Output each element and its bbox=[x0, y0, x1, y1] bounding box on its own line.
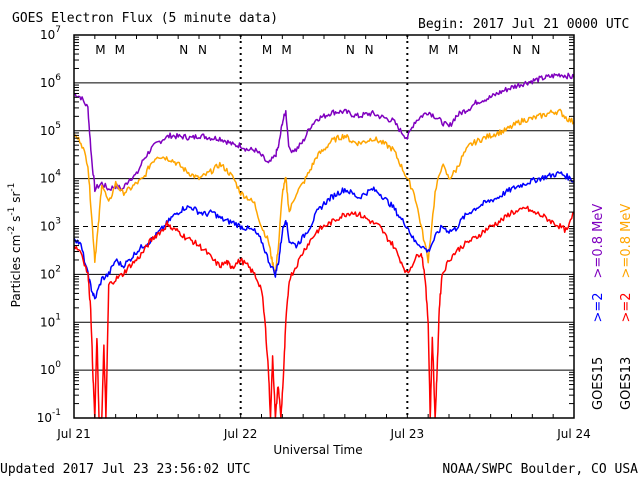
annotation-m-9: M bbox=[448, 43, 458, 57]
series-line-0 bbox=[73, 72, 575, 193]
y-tick-label-2: 101 bbox=[40, 312, 61, 329]
annotation-n-11: N bbox=[531, 43, 540, 57]
series-layer bbox=[73, 72, 575, 419]
series-line-2 bbox=[73, 171, 575, 300]
y-tick-label-8: 107 bbox=[40, 25, 61, 42]
y-tick-label-7: 106 bbox=[40, 73, 61, 90]
annotation-n-6: N bbox=[346, 43, 355, 57]
annotation-n-3: N bbox=[198, 43, 207, 57]
series-line-3 bbox=[73, 205, 575, 419]
y-tick-label-0: 10-1 bbox=[37, 408, 61, 425]
x-tick-label-1: Jul 22 bbox=[223, 427, 258, 441]
legend-goes15: GOES15 >=2>=0.8 MeV bbox=[591, 204, 606, 410]
annotation-m-8: M bbox=[429, 43, 439, 57]
x-tick-label-2: Jul 23 bbox=[390, 427, 425, 441]
y-tick-label-3: 102 bbox=[40, 264, 61, 281]
y-tick-label-6: 105 bbox=[40, 121, 61, 138]
y-axis-label: Particles cm-2 s-1 sr-1 bbox=[7, 183, 23, 308]
annotation-m-1: M bbox=[115, 43, 125, 57]
annotation-m-0: M bbox=[95, 43, 105, 57]
updated-timestamp: Updated 2017 Jul 23 23:56:02 UTC bbox=[0, 462, 250, 477]
x-tick-label-3: Jul 24 bbox=[556, 427, 591, 441]
series-line-1 bbox=[73, 108, 575, 275]
legend-goes13: GOES13 >=2>=0.8 MeV bbox=[619, 204, 634, 410]
annotation-m-4: M bbox=[262, 43, 272, 57]
axes: 10-1 100 101 102 103 104 105 106 107 Jul 21 Jul 22… bbox=[37, 25, 591, 441]
chart-title: GOES Electron Flux (5 minute data) bbox=[12, 11, 278, 26]
source-credit: NOAA/SWPC Boulder, CO USA bbox=[442, 462, 638, 477]
x-axis-label: Universal Time bbox=[273, 443, 362, 457]
annotation-n-2: N bbox=[179, 43, 188, 57]
plot-frame bbox=[73, 34, 575, 419]
y-tick-label-1: 100 bbox=[40, 360, 61, 377]
annotation-n-10: N bbox=[513, 43, 522, 57]
y-tick-label-5: 104 bbox=[40, 169, 61, 186]
begin-date: Begin: 2017 Jul 21 0000 UTC bbox=[418, 17, 629, 32]
annotation-n-7: N bbox=[365, 43, 374, 57]
legend: GOES15 >=2>=0.8 MeV GOES13 >=2>=0.8 MeV bbox=[591, 204, 634, 410]
y-tick-label-4: 103 bbox=[40, 217, 61, 234]
x-tick-label-0: Jul 21 bbox=[56, 427, 91, 441]
annotation-m-5: M bbox=[281, 43, 291, 57]
